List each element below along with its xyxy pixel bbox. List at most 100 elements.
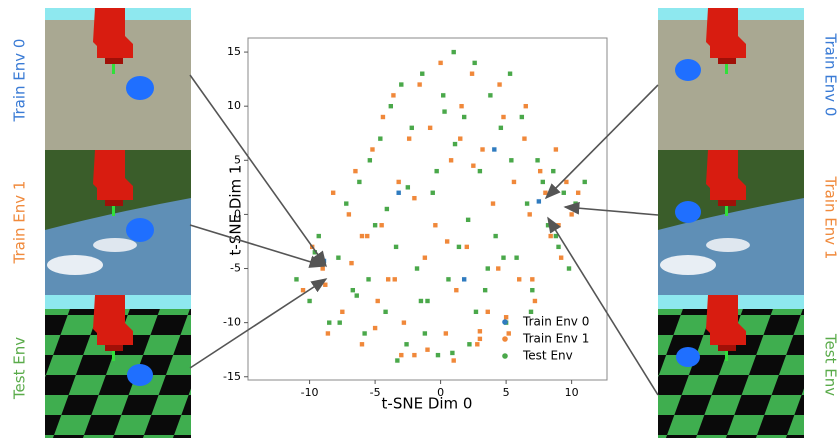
point [388, 103, 394, 109]
point [568, 211, 575, 218]
point [372, 222, 378, 229]
legend-marker [502, 336, 508, 342]
point [581, 179, 588, 185]
point [484, 309, 491, 315]
point [346, 211, 352, 218]
point [495, 265, 502, 272]
point [461, 276, 467, 283]
legend-label: Train Env 1 [522, 332, 589, 346]
point [440, 92, 447, 99]
x-tick-label: 0 [437, 386, 444, 399]
point [508, 157, 515, 164]
legend-label: Test Env [522, 349, 573, 363]
point [537, 168, 543, 174]
point [364, 233, 371, 239]
point [385, 276, 391, 283]
arrows [189, 74, 659, 396]
point [353, 292, 360, 299]
point [359, 341, 365, 348]
point [465, 217, 471, 223]
point [572, 200, 579, 207]
point [534, 157, 541, 164]
plot-frame [247, 37, 608, 381]
left-images [45, 8, 191, 438]
point [393, 244, 399, 250]
point [398, 352, 405, 358]
legend-marker [502, 353, 508, 359]
point [558, 254, 564, 261]
point [566, 265, 572, 272]
point [350, 287, 356, 293]
point [365, 276, 372, 283]
point [336, 319, 343, 326]
point [352, 168, 359, 174]
point [516, 276, 523, 283]
point [487, 92, 494, 99]
point [367, 157, 373, 164]
y-tick-label: -10 [223, 316, 241, 329]
point [453, 287, 460, 293]
point [449, 350, 456, 356]
y-tick-label: -5 [230, 262, 241, 275]
panel-label: Train Env 0 [11, 39, 29, 123]
point [394, 357, 401, 364]
point [479, 146, 486, 153]
point [448, 157, 454, 164]
point [339, 309, 346, 315]
point [466, 341, 473, 348]
point [445, 276, 452, 283]
point [424, 298, 431, 304]
plot: -10 -5 0 5 10 -15 -10 -5 0 5 10 15 Train Env 0 Train … [223, 45, 589, 399]
x-axis-label: t-SNE Dim 0 [382, 395, 473, 413]
point [477, 168, 483, 174]
point [433, 168, 440, 174]
point [545, 222, 551, 229]
point [408, 125, 415, 131]
y-tick-label: 15 [227, 45, 241, 58]
point [457, 135, 464, 142]
point [444, 238, 450, 245]
point [503, 314, 509, 321]
point [526, 211, 533, 218]
point [414, 265, 420, 272]
point [416, 81, 423, 88]
point [513, 254, 520, 261]
point [441, 108, 448, 115]
point [536, 198, 542, 205]
point [432, 222, 439, 229]
point [458, 103, 465, 109]
point [461, 114, 467, 120]
panel-label: Train Env 1 [822, 176, 840, 260]
point [372, 325, 378, 331]
point [411, 195, 418, 201]
point [322, 281, 329, 288]
point [429, 189, 436, 196]
point [473, 309, 479, 315]
point [550, 168, 557, 174]
point [319, 265, 326, 272]
point [380, 114, 386, 120]
point [335, 254, 342, 261]
point [532, 298, 538, 304]
point [521, 135, 528, 142]
point [553, 146, 559, 153]
point [377, 135, 384, 142]
point [403, 341, 410, 348]
point [411, 352, 418, 358]
y-tick-label: 0 [234, 207, 241, 220]
point [555, 244, 562, 250]
point [524, 200, 530, 207]
point [422, 330, 428, 337]
point [326, 319, 333, 326]
y-tick-label: 10 [227, 99, 241, 112]
point [547, 233, 554, 239]
point [395, 189, 402, 196]
point [293, 276, 300, 283]
point [477, 328, 483, 335]
point [374, 298, 381, 304]
legend-label: Train Env 0 [522, 315, 589, 329]
point [529, 287, 536, 293]
point [450, 49, 457, 55]
panel-label: Train Env 1 [11, 181, 29, 265]
